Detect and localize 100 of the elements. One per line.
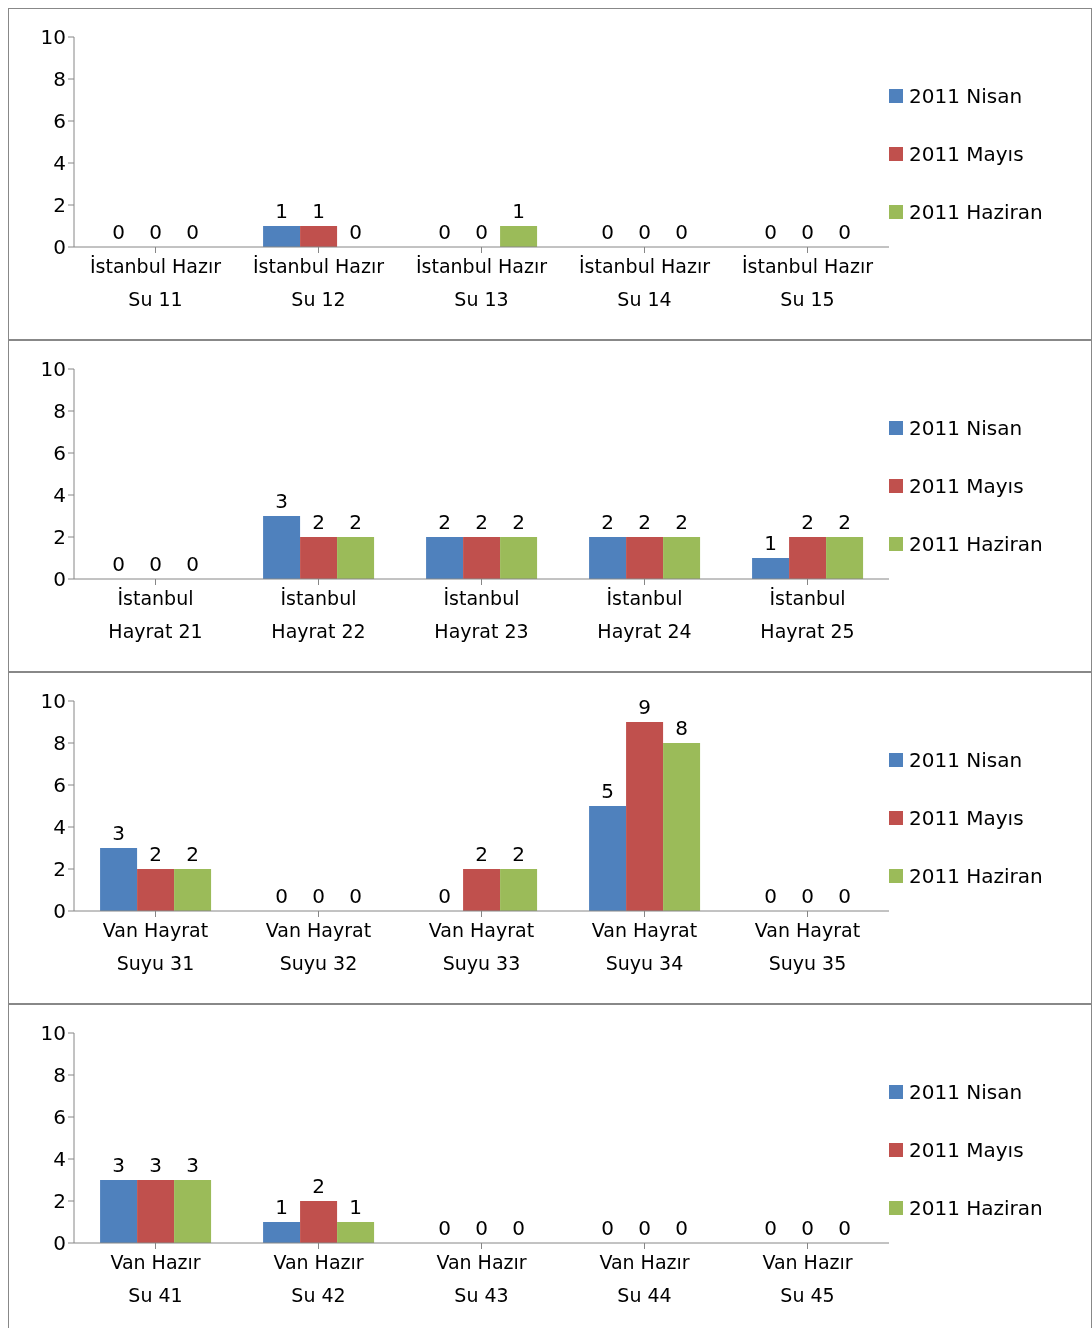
legend-label: 2011 Haziran: [909, 864, 1043, 888]
legend-label: 2011 Haziran: [909, 1196, 1043, 1220]
y-tick-label: 10: [40, 25, 66, 50]
y-tick-label: 6: [53, 1105, 66, 1130]
x-tick-label: İstanbul Hayrat 21: [108, 587, 203, 642]
y-tick-label: 2: [53, 525, 66, 550]
x-tick-label: İstanbul Hayrat 23: [434, 587, 529, 642]
y-tick-label: 6: [53, 773, 66, 798]
data-label: 2: [438, 510, 451, 534]
bar: [589, 806, 627, 911]
data-label: 0: [149, 551, 162, 576]
bar: [663, 743, 701, 911]
data-label: 0: [475, 1215, 488, 1240]
data-label: 0: [512, 1215, 525, 1240]
data-label: 0: [801, 1215, 814, 1240]
data-label: 0: [838, 1215, 851, 1240]
bar: [137, 1180, 175, 1243]
y-tick-label: 10: [40, 689, 66, 714]
data-label: 2: [149, 842, 162, 866]
y-tick-label: 8: [53, 399, 66, 424]
legend-label: 2011 Mayıs: [909, 474, 1024, 498]
bar: [300, 537, 338, 579]
y-tick-label: 10: [40, 357, 66, 382]
bar: [826, 537, 864, 579]
data-label: 2: [638, 510, 651, 534]
y-tick-label: 8: [53, 67, 66, 92]
data-label: 2: [186, 842, 199, 866]
data-label: 0: [764, 1215, 777, 1240]
legend-label: 2011 Nisan: [909, 1080, 1023, 1104]
data-label: 0: [438, 883, 451, 908]
bar: [174, 1180, 212, 1243]
x-tick-label: Van Hayrat Suyu 32: [265, 919, 372, 974]
x-tick-label: İstanbul Hazır Su 12: [252, 255, 385, 310]
data-label: 2: [475, 842, 488, 866]
bar: [500, 869, 538, 911]
data-label: 1: [349, 1195, 362, 1219]
data-label: 1: [275, 1195, 288, 1219]
legend-label: 2011 Mayıs: [909, 806, 1024, 830]
data-label: 2: [512, 510, 525, 534]
bar: [789, 537, 827, 579]
data-label: 2: [312, 510, 325, 534]
data-label: 2: [475, 510, 488, 534]
y-tick-label: 8: [53, 731, 66, 756]
x-tick-label: İstanbul Hazır Su 14: [578, 255, 711, 310]
bar: [337, 1222, 375, 1243]
x-tick-label: Van Hayrat Suyu 31: [102, 919, 209, 974]
bar: [463, 869, 501, 911]
data-label: 2: [675, 510, 688, 534]
data-label: 0: [312, 883, 325, 908]
data-label: 0: [838, 883, 851, 908]
x-tick-label: Van Hazır Su 41: [110, 1251, 201, 1306]
x-tick-label: Van Hazır Su 44: [599, 1251, 690, 1306]
data-label: 2: [801, 510, 814, 534]
data-label: 2: [601, 510, 614, 534]
bar: [174, 869, 212, 911]
y-tick-label: 4: [53, 151, 66, 176]
y-tick-label: 10: [40, 1021, 66, 1046]
data-label: 0: [149, 219, 162, 244]
data-label: 0: [764, 219, 777, 244]
data-label: 1: [275, 199, 288, 223]
y-tick-label: 0: [53, 1231, 66, 1256]
data-label: 0: [638, 1215, 651, 1240]
x-tick-label: İstanbul Hazır Su 15: [741, 255, 874, 310]
data-label: 0: [186, 219, 199, 244]
data-label: 0: [438, 219, 451, 244]
x-tick-label: İstanbul Hayrat 22: [271, 587, 366, 642]
bar: [626, 537, 664, 579]
bar: [663, 537, 701, 579]
data-label: 0: [638, 219, 651, 244]
data-label: 0: [675, 1215, 688, 1240]
bar: [426, 537, 464, 579]
x-tick-label: Van Hayrat Suyu 33: [428, 919, 535, 974]
y-tick-label: 0: [53, 899, 66, 924]
data-label: 3: [275, 489, 288, 513]
x-tick-label: İstanbul Hayrat 24: [597, 587, 692, 642]
legend-label: 2011 Nisan: [909, 748, 1023, 772]
data-label: 9: [638, 695, 651, 719]
y-tick-label: 0: [53, 235, 66, 260]
bar: [463, 537, 501, 579]
data-label: 0: [438, 1215, 451, 1240]
data-label: 0: [601, 1215, 614, 1240]
data-label: 8: [675, 716, 688, 740]
data-label: 0: [764, 883, 777, 908]
legend-label: 2011 Haziran: [909, 532, 1043, 556]
data-label: 0: [275, 883, 288, 908]
data-label: 3: [186, 1153, 199, 1177]
data-label: 0: [112, 219, 125, 244]
data-label: 0: [801, 883, 814, 908]
data-label: 0: [349, 883, 362, 908]
data-label: 1: [312, 199, 325, 223]
legend-label: 2011 Nisan: [909, 84, 1023, 108]
data-label: 0: [475, 219, 488, 244]
x-tick-label: Van Hazır Su 42: [273, 1251, 364, 1306]
data-label: 0: [675, 219, 688, 244]
y-tick-label: 2: [53, 857, 66, 882]
y-tick-label: 6: [53, 441, 66, 466]
x-tick-label: İstanbul Hazır Su 13: [415, 255, 548, 310]
y-tick-label: 2: [53, 1189, 66, 1214]
data-label: 2: [349, 510, 362, 534]
y-tick-label: 6: [53, 109, 66, 134]
